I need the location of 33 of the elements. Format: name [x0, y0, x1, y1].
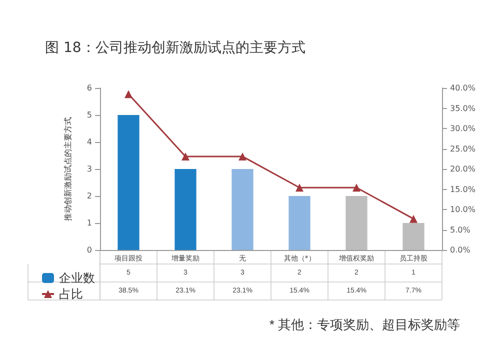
- y2-tick-label: 25.0%: [450, 144, 476, 154]
- y-axis-title: 推动创新激励试点的主要方式: [64, 117, 72, 221]
- legend-label: 企业数: [59, 271, 95, 285]
- bar: [118, 115, 140, 250]
- chart-title: 图 18：公司推动创新激励试点的主要方式: [45, 40, 306, 56]
- y-tick-label: 6: [86, 84, 92, 92]
- bar: [174, 169, 196, 250]
- y-tick-label: 1: [86, 218, 92, 228]
- point: [352, 184, 360, 192]
- point: [124, 90, 132, 98]
- bar: [402, 223, 424, 250]
- y2-tick-label: 5.0%: [450, 225, 471, 234]
- point: [296, 184, 304, 192]
- bar: [288, 196, 310, 250]
- y-tick-label: 4: [86, 138, 92, 146]
- point: [238, 152, 246, 160]
- y2-tick-label: 35.0%: [450, 104, 476, 113]
- y2-tick-label: 40.0%: [450, 84, 476, 92]
- y-tick-label: 0: [86, 246, 92, 254]
- point: [182, 152, 190, 160]
- text: * 其他：专项奖励、超目标奖励等: [269, 317, 460, 332]
- legend-label: 占比: [59, 287, 83, 301]
- y-tick-label: 5: [86, 110, 92, 120]
- bar: [232, 169, 254, 250]
- y2-tick-label: 15.0%: [450, 184, 476, 194]
- y-tick-label: 2: [86, 192, 92, 200]
- bar: [346, 196, 368, 250]
- y2-tick-label: 20.0%: [450, 164, 476, 174]
- y2-tick-label: 30.0%: [450, 124, 476, 133]
- y2-tick-label: 0.0%: [450, 246, 471, 254]
- y-tick-label: 3: [86, 164, 92, 174]
- point: [410, 214, 418, 223]
- y2-tick-label: 10.0%: [450, 205, 476, 214]
